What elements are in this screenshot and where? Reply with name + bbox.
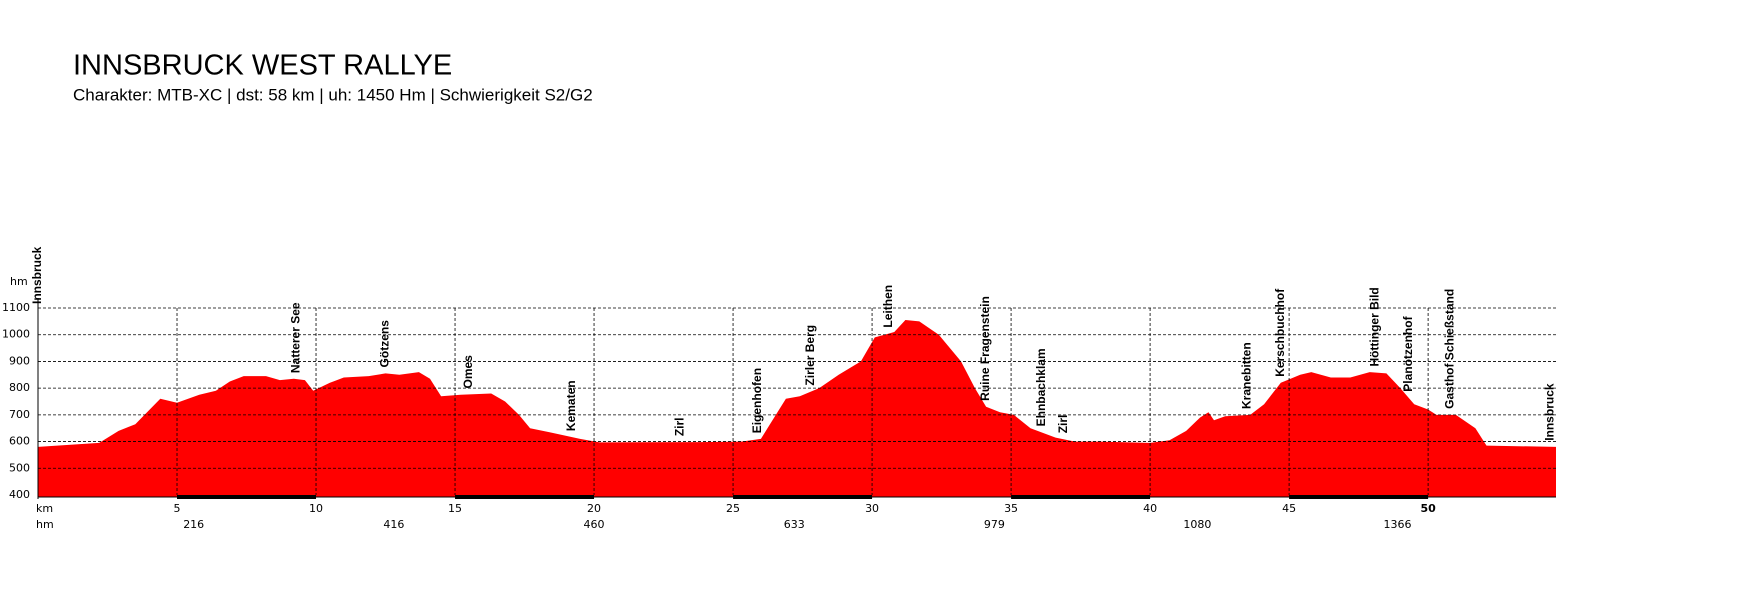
axis-band: [1011, 495, 1151, 499]
x-tick-label: 40: [1143, 502, 1157, 515]
waypoint-label: Ruine Fragenstein: [978, 296, 992, 401]
y-tick-label: 1100: [2, 301, 30, 314]
ascent-value: 416: [383, 518, 404, 531]
y-tick-label: 1000: [2, 328, 30, 341]
ascent-value: 633: [784, 518, 805, 531]
x-tick-label: 50: [1420, 502, 1436, 515]
waypoint-label: Kerschbuchhof: [1273, 288, 1287, 377]
waypoint-label: Kranebitten: [1240, 342, 1254, 409]
waypoint-label: Innsbruck: [1543, 383, 1557, 441]
x-tick-label: 25: [726, 502, 740, 515]
y-tick-label: 800: [9, 381, 30, 394]
ascent-value: 460: [584, 518, 605, 531]
waypoint-label: Leithen: [881, 285, 895, 328]
x-tick-label: 5: [174, 502, 181, 515]
waypoint-label: Höttinger Bild: [1367, 287, 1381, 366]
x-axis-label: km: [36, 502, 53, 515]
x-tick-label: 20: [587, 502, 601, 515]
y-tick-label: 400: [9, 488, 30, 501]
ascent-value: 979: [984, 518, 1005, 531]
waypoint-label: Zirl: [672, 417, 686, 436]
x-tick-label: 10: [309, 502, 323, 515]
waypoint-label: Natterer See: [289, 302, 303, 373]
axis-band: [733, 495, 873, 499]
waypoint-label: Zirler Berg: [803, 325, 817, 386]
axis-band: [1289, 495, 1429, 499]
x-tick-label: 30: [865, 502, 879, 515]
ascent-value: 1366: [1384, 518, 1412, 531]
chart-title: INNSBRUCK WEST RALLYE: [73, 50, 452, 82]
ascent-label: hm: [36, 518, 54, 531]
waypoint-label: Planötzenhof: [1401, 315, 1415, 391]
waypoint-label: Gasthof Schießstand: [1443, 289, 1457, 409]
waypoint-label: Innsbruck: [30, 246, 44, 304]
y-tick-label: 600: [9, 435, 30, 448]
waypoint-label: Omes: [461, 355, 475, 389]
axis-band: [455, 495, 595, 499]
waypoint-label: Kematen: [564, 380, 578, 431]
y-tick-label: 500: [9, 461, 30, 474]
x-tick-label: 15: [448, 502, 462, 515]
waypoint-label: Eigenhofen: [750, 368, 764, 433]
axis-band: [177, 495, 317, 499]
x-tick-label: 45: [1282, 502, 1296, 515]
ascent-value: 216: [183, 518, 204, 531]
y-tick-label: 700: [9, 408, 30, 421]
waypoint-label: Ehnbachklam: [1034, 348, 1048, 426]
elevation-area: [38, 320, 1556, 497]
chart-subtitle: Charakter: MTB-XC | dst: 58 km | uh: 145…: [73, 85, 593, 104]
waypoint-label: Zirl: [1056, 415, 1070, 434]
ascent-value: 1080: [1183, 518, 1211, 531]
y-tick-label: 900: [9, 354, 30, 367]
x-tick-label: 35: [1004, 502, 1018, 515]
y-axis-label: hm: [10, 275, 28, 288]
waypoint-label: Götzens: [378, 320, 392, 368]
